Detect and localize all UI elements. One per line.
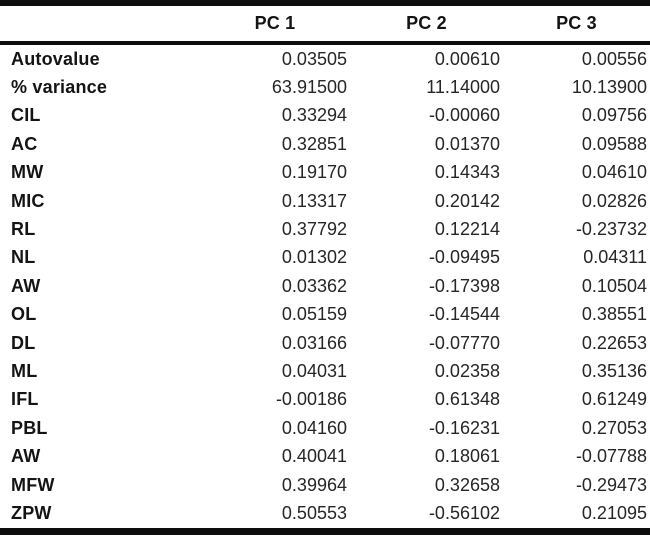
- cell-value: 0.40041: [281, 446, 347, 467]
- cell-value: 0.09756: [581, 105, 647, 126]
- table-row: CIL 0.33294 -0.00060 0.09756: [0, 102, 650, 130]
- cell-value: 0.61348: [434, 389, 500, 410]
- table-row: NL 0.01302 -0.09495 0.04311: [0, 244, 650, 272]
- table-row: DL 0.03166 -0.07770 0.22653: [0, 329, 650, 357]
- cell-value: 0.14343: [434, 162, 500, 183]
- cell-value: 0.00556: [581, 48, 647, 69]
- cell-value: 0.32851: [281, 133, 347, 154]
- cell-value: 0.05159: [281, 304, 347, 325]
- table-row: Autovalue 0.03505 0.00610 0.00556: [0, 43, 650, 73]
- table-row: MW 0.19170 0.14343 0.04610: [0, 159, 650, 187]
- row-label: AC: [11, 133, 38, 154]
- cell-value: 0.50553: [281, 502, 347, 523]
- row-label: MFW: [11, 474, 55, 495]
- table-row: MIC 0.13317 0.20142 0.02826: [0, 187, 650, 215]
- header-row: PC 1 PC 2 PC 3: [0, 3, 650, 45]
- cell-value: -0.16231: [428, 417, 500, 438]
- cell-value: 0.18061: [434, 446, 500, 467]
- cell-value: 0.35136: [581, 360, 647, 381]
- cell-value: 0.10504: [581, 275, 647, 296]
- cell-value: 0.37792: [281, 219, 347, 240]
- cell-value: -0.29473: [575, 474, 647, 495]
- row-label: MW: [11, 162, 44, 183]
- cell-value: 0.03362: [281, 275, 347, 296]
- cell-value: 11.14000: [426, 77, 500, 98]
- cell-value: -0.07788: [575, 446, 647, 467]
- cell-value: 0.38551: [581, 304, 647, 325]
- row-label: OL: [11, 304, 37, 325]
- table-row: AW 0.03362 -0.17398 0.10504: [0, 272, 650, 300]
- row-label: MIC: [11, 190, 45, 211]
- cell-value: 0.32658: [434, 474, 500, 495]
- cell-value: 0.04311: [583, 247, 647, 268]
- cell-value: 0.33294: [281, 105, 347, 126]
- cell-value: -0.14544: [428, 304, 500, 325]
- row-label: ZPW: [11, 502, 52, 523]
- cell-value: 0.09588: [581, 133, 647, 154]
- cell-value: -0.23732: [575, 219, 647, 240]
- cell-value: 0.12214: [434, 219, 500, 240]
- table-row: IFL -0.00186 0.61348 0.61249: [0, 386, 650, 414]
- row-label: AW: [11, 275, 41, 296]
- cell-value: 0.39964: [281, 474, 347, 495]
- column-header-pc3: PC 3: [503, 3, 650, 45]
- table-body: Autovalue 0.03505 0.00610 0.00556 % vari…: [0, 43, 650, 531]
- cell-value: -0.07770: [428, 332, 500, 353]
- cell-value: 0.27053: [581, 417, 647, 438]
- cell-value: 0.21095: [581, 502, 647, 523]
- table-row: PBL 0.04160 -0.16231 0.27053: [0, 414, 650, 442]
- cell-value: 0.03505: [281, 48, 347, 69]
- cell-value: 0.01370: [434, 133, 500, 154]
- cell-value: -0.00060: [428, 105, 500, 126]
- table-row: ML 0.04031 0.02358 0.35136: [0, 357, 650, 385]
- cell-value: 0.19170: [281, 162, 347, 183]
- row-label: AW: [11, 446, 41, 467]
- cell-value: 0.04610: [581, 162, 647, 183]
- row-label: RL: [11, 219, 36, 240]
- cell-value: 0.03166: [281, 332, 347, 353]
- row-label: CIL: [11, 105, 41, 126]
- cell-value: 0.61249: [581, 389, 647, 410]
- cell-value: -0.00186: [275, 389, 347, 410]
- table-row: % variance 63.91500 11.14000 10.13900: [0, 73, 650, 101]
- column-header-blank: [0, 3, 200, 45]
- column-header-pc2: PC 2: [350, 3, 503, 45]
- cell-value: 0.04160: [281, 417, 347, 438]
- column-header-pc1: PC 1: [200, 3, 350, 45]
- table-header: PC 1 PC 2 PC 3: [0, 3, 650, 45]
- table-row: AC 0.32851 0.01370 0.09588: [0, 130, 650, 158]
- row-label: ML: [11, 360, 38, 381]
- cell-value: 0.02826: [581, 190, 647, 211]
- cell-value: 0.22653: [581, 332, 647, 353]
- row-label: NL: [11, 247, 36, 268]
- cell-value: -0.17398: [428, 275, 500, 296]
- row-label: % variance: [11, 77, 108, 98]
- cell-value: 0.00610: [434, 48, 500, 69]
- table-row: OL 0.05159 -0.14544 0.38551: [0, 301, 650, 329]
- row-label: Autovalue: [11, 48, 100, 69]
- cell-value: 0.02358: [434, 360, 500, 381]
- row-label: DL: [11, 332, 36, 353]
- cell-value: 0.04031: [281, 360, 347, 381]
- cell-value: 10.13900: [571, 77, 647, 98]
- cell-value: 63.91500: [271, 77, 347, 98]
- cell-value: 0.13317: [281, 190, 347, 211]
- cell-value: 0.20142: [434, 190, 500, 211]
- table-row: AW 0.40041 0.18061 -0.07788: [0, 442, 650, 470]
- table-row: ZPW 0.50553 -0.56102 0.21095: [0, 499, 650, 531]
- cell-value: -0.09495: [428, 247, 500, 268]
- row-label: PBL: [11, 417, 48, 438]
- row-label: IFL: [11, 389, 39, 410]
- cell-value: -0.56102: [428, 502, 500, 523]
- table-row: MFW 0.39964 0.32658 -0.29473: [0, 471, 650, 499]
- cell-value: 0.01302: [281, 247, 347, 268]
- table-row: RL 0.37792 0.12214 -0.23732: [0, 215, 650, 243]
